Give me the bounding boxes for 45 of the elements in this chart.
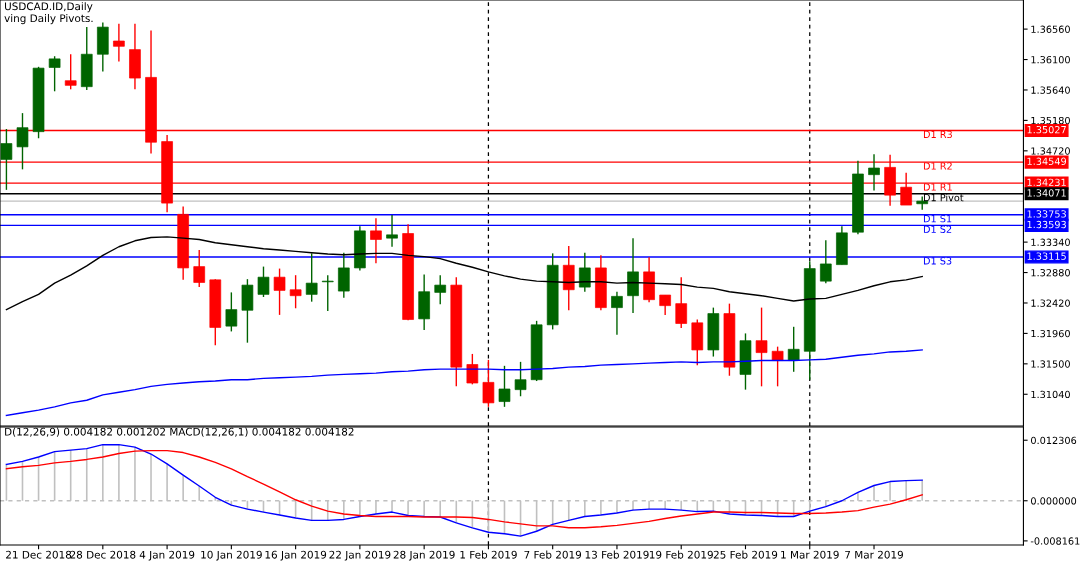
y-tick-label: 1.35640: [1031, 86, 1070, 94]
y-tick-label: 0.000000: [1031, 497, 1077, 505]
y-tick-label: 1.34720: [1031, 147, 1070, 155]
ref-line-label: D1 S2: [923, 225, 952, 233]
x-tick-label: 28 Jan 2019: [393, 550, 455, 561]
x-tick-label: 1 Mar 2019: [781, 550, 839, 559]
x-tick-label: 28 Dec 2018: [70, 550, 136, 559]
ref-line-label: D1 R2: [923, 162, 952, 170]
ref-line-label: D1 S3: [923, 257, 952, 265]
y-tick-label: -0.008161: [1030, 537, 1080, 545]
text: 1.33753: [1027, 210, 1066, 218]
ref-line-label: D1 Pivot: [923, 193, 964, 202]
x-tick-label: 7 Feb 2019: [524, 550, 582, 559]
y-tick-label: 1.36100: [1031, 56, 1070, 64]
y-tick-label: 1.35180: [1031, 116, 1070, 125]
text: 1.34549: [1027, 157, 1067, 165]
x-tick-label: 21 Dec 2018: [6, 550, 72, 559]
x-tick-label: 22 Jan 2019: [329, 550, 391, 561]
y-tick-label: 1.32880: [1031, 269, 1070, 277]
y-tick-label: 1.36560: [1031, 25, 1070, 33]
text: 1.34071: [1027, 189, 1066, 197]
chart-title: USDCAD.ID,Daily: [5, 2, 93, 13]
ref-line-label: D1 R3: [923, 130, 952, 139]
x-tick-label: 19 Feb 2019: [649, 550, 713, 559]
annotation: ving Daily Pivots.: [4, 14, 93, 25]
y-tick-label: 1.32420: [1031, 299, 1070, 307]
x-tick-label: 16 Jan 2019: [265, 550, 327, 561]
x-tick-label: 1 Feb 2019: [460, 550, 517, 559]
text: 1.35027: [1027, 125, 1066, 134]
y-tick-label: 1.31960: [1031, 329, 1070, 338]
y-tick-label: 1.31500: [1031, 360, 1070, 368]
y-tick-label: 1.33340: [1031, 238, 1070, 246]
x-tick-label: 10 Jan 2019: [201, 550, 262, 561]
text: 1.33115: [1027, 252, 1066, 260]
y-tick-label: 0.012306: [1031, 436, 1077, 445]
text: 1.33593: [1027, 220, 1066, 229]
ref-line-label: D1 R1: [923, 183, 952, 191]
x-tick-label: 7 Mar 2019: [845, 550, 903, 559]
text: 1.34231: [1027, 178, 1066, 186]
y-tick-label: 1.31040: [1031, 390, 1070, 399]
annotation: D(12,26,9) 0.004182 0.001202 MACD(12,26,1) 0.004182 0.004182: [5, 427, 354, 437]
x-tick-label: 25 Feb 2019: [713, 550, 778, 559]
x-tick-label: 13 Feb 2019: [585, 550, 649, 559]
x-tick-label: 4 Jan 2019: [139, 550, 195, 561]
ref-line-label: D1 S1: [923, 214, 952, 223]
